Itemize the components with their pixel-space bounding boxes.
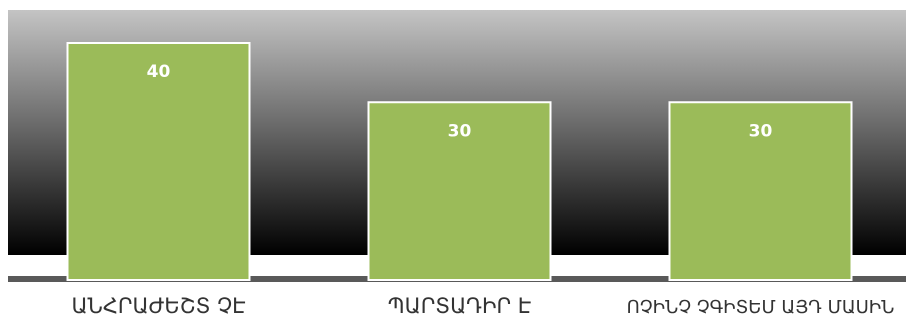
bar-1 (66, 42, 251, 281)
category-label-1: ԱՆՀՐԱԺԵՇՏ ՉԷ (71, 294, 245, 318)
bar-2 (367, 101, 552, 281)
category-label-3: ՈՉԻՆՉ ՉԳԻՏԵՄ ԱՅԴ ՄԱՍԻՆ (627, 297, 895, 318)
data-label-2: 30 (448, 121, 472, 141)
data-label-1: 40 (147, 62, 171, 82)
data-label-3: 30 (749, 121, 773, 141)
bar-3 (668, 101, 853, 281)
category-label-2: ՊԱՐՏԱԴԻՐ Է (388, 294, 531, 318)
